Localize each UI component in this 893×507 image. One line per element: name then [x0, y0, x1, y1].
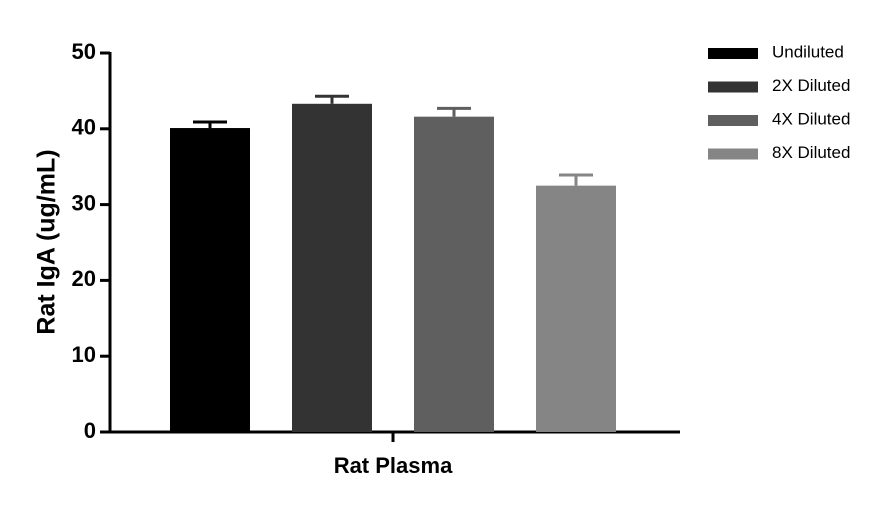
error-bar	[437, 106, 471, 117]
bar	[414, 116, 494, 432]
y-axis-title: Rat IgA (ug/mL)	[33, 149, 61, 334]
x-tick-label: Rat Plasma	[334, 453, 453, 478]
y-tick-label: 50	[72, 39, 96, 64]
legend-swatch	[708, 48, 758, 59]
legend-swatch	[708, 81, 758, 93]
bar	[170, 128, 250, 433]
legend-swatch	[708, 148, 758, 160]
legend-label: Undiluted	[772, 42, 844, 61]
legend-swatch	[708, 115, 758, 126]
y-tick-label: 20	[72, 266, 96, 291]
y-tick-label: 40	[72, 115, 96, 140]
y-tick-label: 10	[72, 342, 96, 367]
y-tick-label: 0	[84, 418, 96, 443]
error-bar	[193, 120, 227, 129]
bar	[536, 185, 616, 432]
legend-label: 8X Diluted	[772, 143, 850, 162]
legend-label: 2X Diluted	[772, 76, 850, 95]
error-bar	[315, 94, 349, 104]
legend-label: 4X Diluted	[772, 109, 850, 128]
y-tick-label: 30	[72, 190, 96, 215]
bar	[292, 103, 372, 432]
error-bar	[559, 173, 593, 186]
